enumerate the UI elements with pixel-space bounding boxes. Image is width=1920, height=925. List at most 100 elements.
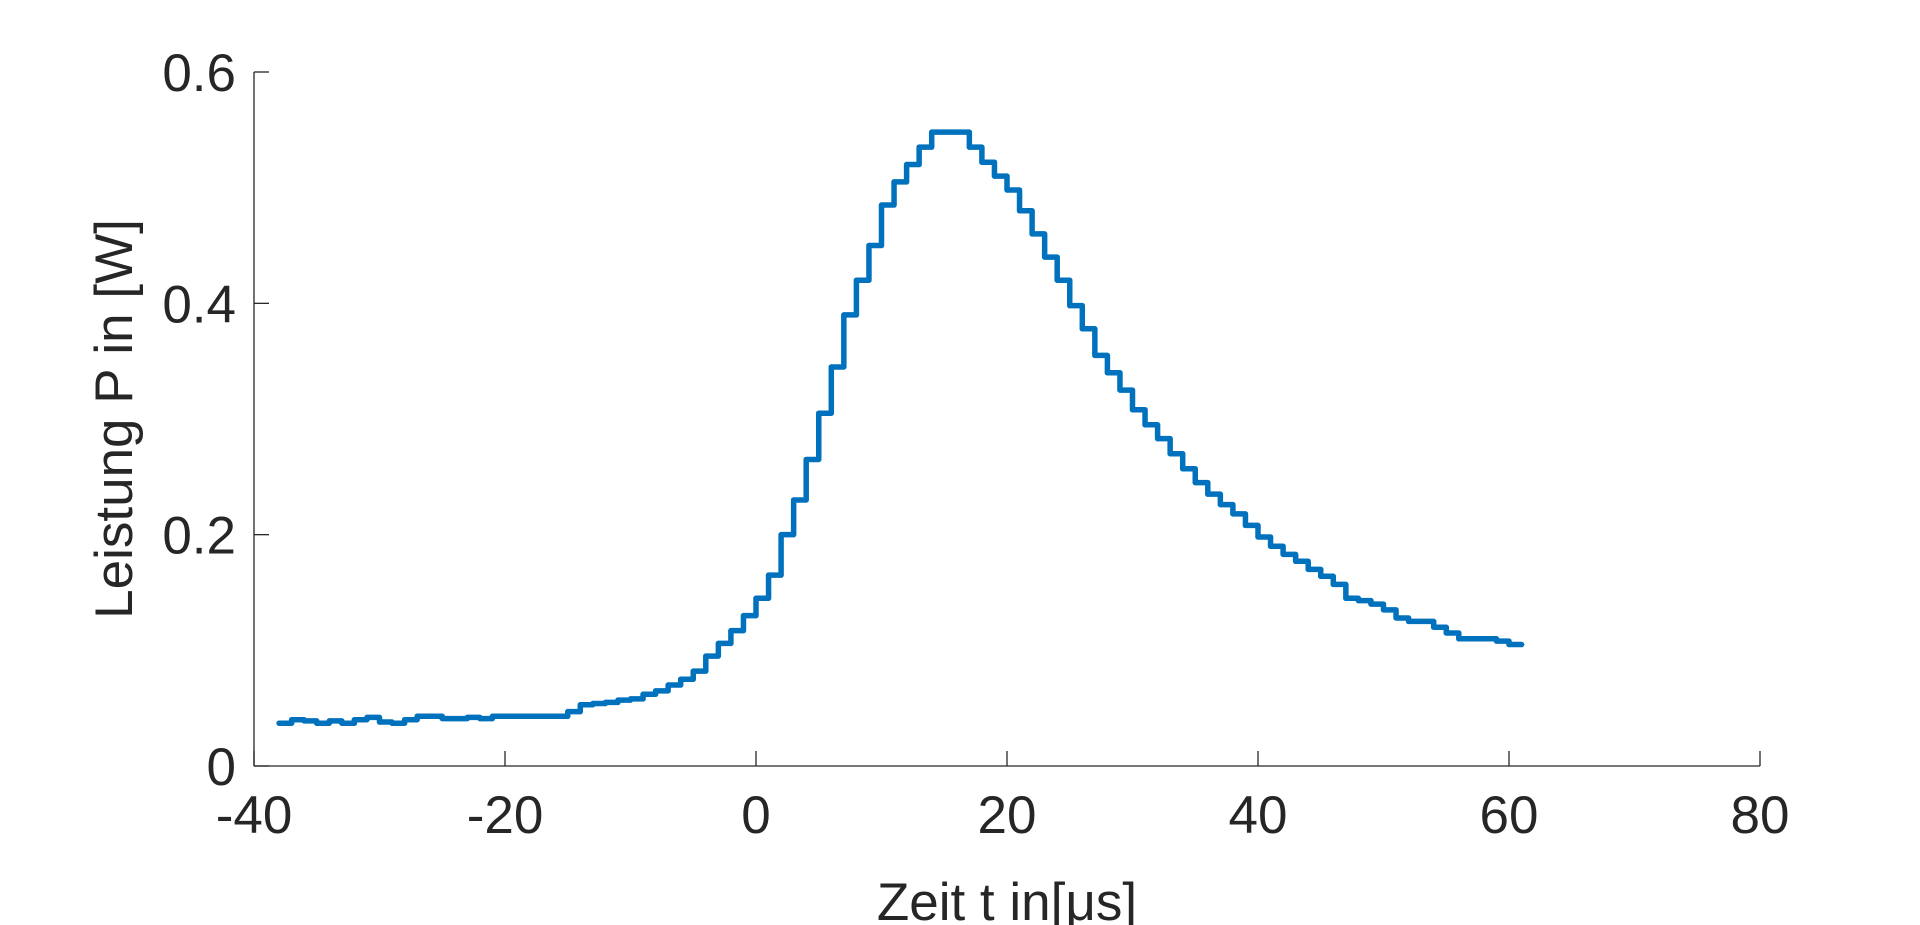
data-point <box>1330 581 1336 588</box>
data-point <box>929 129 935 135</box>
data-point <box>402 717 408 723</box>
x-tick-label: 60 <box>1480 786 1539 845</box>
data-point <box>1518 641 1525 648</box>
y-tick-label: 0 <box>207 738 236 797</box>
data-point <box>1104 370 1110 376</box>
data-point <box>590 700 596 707</box>
data-point <box>1155 436 1161 442</box>
data-point <box>1418 618 1424 625</box>
data-point <box>527 713 533 719</box>
x-tick-label: 20 <box>978 786 1037 845</box>
data-point <box>916 144 922 150</box>
data-point <box>740 613 747 619</box>
data-point <box>765 572 772 578</box>
data-point <box>1042 254 1048 260</box>
data-point <box>1280 551 1286 557</box>
y-axis-ticks: 0 0.2 0.4 0.6 <box>162 44 269 797</box>
x-axis-ticks: -40 -20 0 20 40 60 80 <box>216 751 1790 845</box>
data-point <box>878 202 885 208</box>
data-point <box>778 532 784 538</box>
data-point <box>753 595 759 601</box>
data-point <box>552 713 558 719</box>
x-tick-label: -40 <box>216 786 293 845</box>
data-point <box>1192 480 1198 486</box>
data-point <box>414 713 420 719</box>
data-point <box>653 688 659 694</box>
x-tick-label: 80 <box>1731 786 1790 845</box>
data-point <box>389 720 395 726</box>
data-point <box>803 456 809 463</box>
y-axis-title: Leistung P in [W] <box>85 219 144 619</box>
data-point <box>351 717 357 723</box>
data-point <box>1142 422 1148 428</box>
data-point <box>816 410 822 416</box>
data-point <box>314 720 320 726</box>
data-point <box>1443 630 1449 636</box>
data-point <box>1016 208 1023 214</box>
data-point <box>1318 573 1324 579</box>
data-point <box>1431 624 1437 630</box>
data-point <box>728 628 734 634</box>
data-point <box>1067 303 1073 309</box>
data-point <box>979 159 985 165</box>
data-point <box>891 179 897 185</box>
data-point <box>301 718 307 724</box>
data-point <box>941 129 947 135</box>
data-point <box>954 129 960 135</box>
data-point <box>339 720 345 726</box>
x-tick-label: 0 <box>741 786 770 845</box>
data-point <box>1242 522 1249 529</box>
data-point <box>615 697 621 703</box>
data-point <box>1493 638 1500 644</box>
data-point <box>904 161 910 168</box>
data-point <box>1343 595 1349 601</box>
data-point <box>489 713 496 719</box>
data-point <box>565 709 571 715</box>
data-point <box>464 714 470 721</box>
data-point <box>665 682 671 688</box>
data-point <box>627 696 634 702</box>
data-point <box>1380 607 1387 613</box>
data-point <box>703 653 709 659</box>
data-point <box>326 718 332 724</box>
data-point <box>791 497 797 503</box>
data-point <box>1468 636 1474 642</box>
data-point <box>1393 615 1399 621</box>
data-point <box>364 714 370 721</box>
data-point <box>853 277 860 283</box>
data-point <box>690 668 696 674</box>
x-axis-title: Zeit t in[μs] <box>877 873 1137 925</box>
data-point <box>1368 601 1374 607</box>
data-series <box>276 129 1525 726</box>
data-point <box>1355 597 1361 604</box>
data-point <box>1305 566 1311 572</box>
data-point <box>1117 387 1123 393</box>
data-point <box>1180 466 1186 472</box>
data-point <box>1506 641 1512 648</box>
data-point <box>640 691 646 697</box>
data-point <box>991 173 998 179</box>
data-point <box>427 713 433 719</box>
data-point <box>577 702 583 708</box>
data-point <box>1456 636 1462 642</box>
data-point <box>1029 231 1035 237</box>
data-point <box>1406 618 1412 625</box>
data-point <box>502 713 508 719</box>
data-point <box>1129 407 1136 413</box>
data-point <box>841 312 847 318</box>
x-tick-label: 40 <box>1229 786 1288 845</box>
y-tick-label: 0.6 <box>162 44 236 103</box>
x-tick-label: -20 <box>467 786 544 845</box>
data-point <box>966 144 972 150</box>
data-point <box>1004 187 1010 193</box>
data-point <box>376 719 383 725</box>
data-point <box>715 640 721 646</box>
data-point <box>514 713 521 719</box>
data-point <box>276 720 282 726</box>
data-point <box>1267 543 1274 549</box>
data-point <box>1255 534 1261 540</box>
data-point <box>1092 352 1098 358</box>
data-point <box>1217 501 1223 508</box>
